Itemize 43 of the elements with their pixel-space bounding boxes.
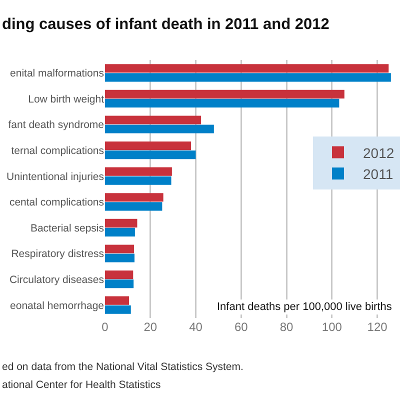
bar <box>105 244 134 254</box>
bar <box>105 150 196 160</box>
y-tick-label: Unintentional injuries <box>6 170 104 183</box>
x-tick-label: 120 <box>367 320 388 334</box>
bar <box>105 64 389 73</box>
bar <box>105 98 340 108</box>
legend-label: 2011 <box>363 166 394 182</box>
y-tick-label: Circulatory diseases <box>9 274 104 286</box>
bar <box>105 218 138 228</box>
x-tick-label: 100 <box>322 320 342 334</box>
y-tick-label: Bacterial sepsis <box>30 222 104 234</box>
bar <box>105 142 191 150</box>
x-tick-label: 60 <box>234 320 248 334</box>
y-tick-label: Respiratory distress <box>11 248 104 260</box>
x-tick-label: 20 <box>144 320 158 334</box>
bar <box>105 296 130 305</box>
bar <box>105 90 344 98</box>
y-tick-label: fant death syndrome <box>8 119 104 132</box>
bar <box>105 305 131 314</box>
chart-title: ding causes of infant death in 2011 and 2012 <box>2 16 330 33</box>
y-tick-label: ternal complications <box>11 144 104 157</box>
y-tick-label: cental complications <box>9 196 104 209</box>
bar <box>105 254 134 262</box>
y-tick-label: Low birth weight <box>28 93 104 106</box>
legend-label: 2012 <box>363 144 394 161</box>
bar <box>105 116 201 124</box>
bar <box>105 280 134 288</box>
bar <box>105 270 134 280</box>
text: ational Center for Health Statistics <box>2 379 161 391</box>
bar <box>105 176 172 185</box>
bar <box>105 193 164 202</box>
bar <box>105 73 391 82</box>
x-tick-label: 0 <box>102 320 109 334</box>
text: ed on data from the National Vital Statistics System. <box>2 361 244 373</box>
bar <box>105 124 214 134</box>
bar <box>105 202 162 211</box>
x-axis-title: Infant deaths per 100,000 live births <box>217 301 392 313</box>
x-tick-label: 40 <box>189 320 203 334</box>
x-tick-label: 80 <box>280 320 294 334</box>
y-tick-label: eonatal hemorrhage <box>10 300 104 312</box>
bar <box>105 167 172 176</box>
bar <box>105 228 135 236</box>
y-tick-label: enital malformations <box>10 68 104 80</box>
